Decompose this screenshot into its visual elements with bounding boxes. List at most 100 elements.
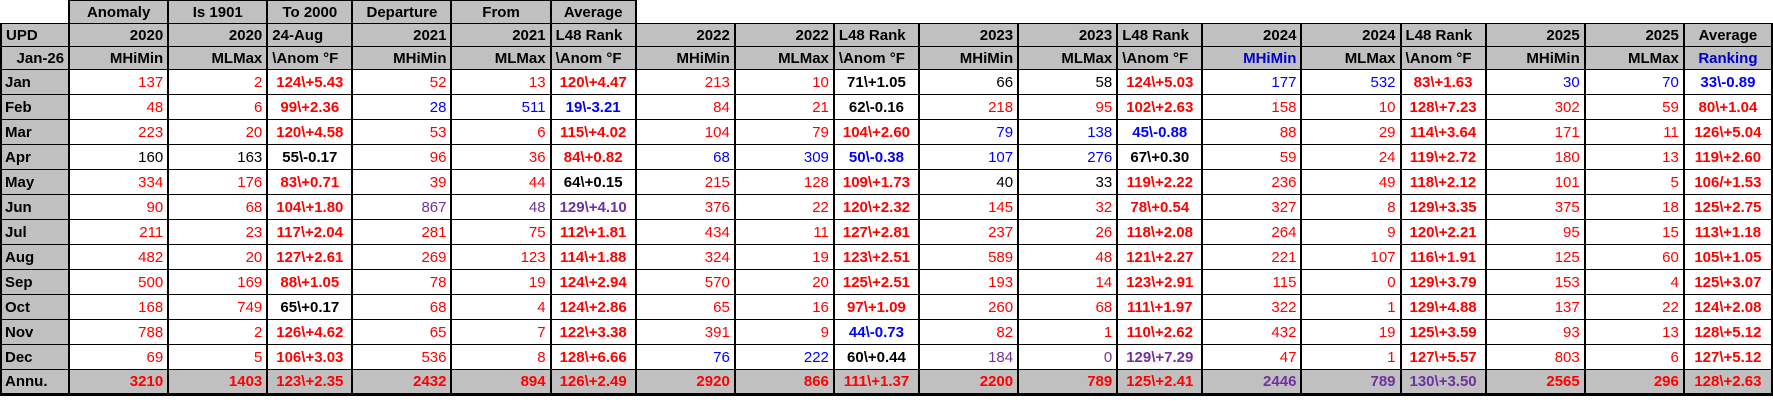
value-cell[interactable]: 19 <box>733 244 835 270</box>
year-header-cell[interactable]: 2025 <box>1484 23 1586 47</box>
year-header-cell[interactable]: 2021 <box>450 23 552 47</box>
value-cell[interactable]: 70 <box>1583 69 1685 95</box>
value-cell[interactable]: 264 <box>1201 219 1303 245</box>
value-cell[interactable]: 789 <box>1017 369 1119 396</box>
value-cell[interactable]: 65 <box>634 294 736 320</box>
rank-cell[interactable]: 129\+3.79 <box>1399 269 1487 295</box>
row-label[interactable]: May <box>0 169 71 195</box>
value-cell[interactable]: 60 <box>1583 244 1685 270</box>
row-label[interactable]: Annu. <box>0 369 71 396</box>
value-cell[interactable]: 176 <box>167 169 269 195</box>
value-cell[interactable]: 184 <box>917 344 1020 370</box>
year-header-cell[interactable]: 2020 <box>167 23 269 47</box>
value-cell[interactable]: 137 <box>1484 294 1586 320</box>
value-cell[interactable]: 296 <box>1583 369 1685 396</box>
value-cell[interactable]: 19 <box>450 269 552 295</box>
rank-cell[interactable]: 83\+0.71 <box>266 169 354 195</box>
value-cell[interactable]: 104 <box>634 119 736 145</box>
value-cell[interactable]: 2565 <box>1484 369 1586 396</box>
value-cell[interactable]: 2920 <box>634 369 736 396</box>
value-cell[interactable]: 223 <box>68 119 170 145</box>
value-cell[interactable]: 0 <box>1017 344 1119 370</box>
value-cell[interactable]: 22 <box>1583 294 1685 320</box>
rank-cell[interactable]: 129\+3.35 <box>1399 194 1487 220</box>
value-cell[interactable]: 269 <box>351 244 453 270</box>
value-cell[interactable]: 260 <box>917 294 1020 320</box>
rank-cell[interactable]: 122\+3.38 <box>549 319 637 345</box>
rank-cell[interactable]: 78\+0.54 <box>1116 194 1204 220</box>
rank-cell[interactable]: 55\-0.17 <box>266 144 354 170</box>
rank-cell[interactable]: 118\+2.08 <box>1116 219 1204 245</box>
value-cell[interactable]: 163 <box>167 144 269 170</box>
value-cell[interactable]: 749 <box>167 294 269 320</box>
value-cell[interactable]: 2 <box>167 319 269 345</box>
value-cell[interactable]: 93 <box>1484 319 1586 345</box>
year-header-cell[interactable]: 2020 <box>68 23 170 47</box>
value-cell[interactable]: 236 <box>1201 169 1303 195</box>
value-cell[interactable]: 20 <box>733 269 835 295</box>
rank-cell[interactable]: 60\+0.44 <box>832 344 921 370</box>
value-cell[interactable]: 180 <box>1484 144 1586 170</box>
value-cell[interactable]: 9 <box>1300 219 1402 245</box>
value-cell[interactable]: 375 <box>1484 194 1586 220</box>
rank-cell[interactable]: 120\+4.58 <box>266 119 354 145</box>
value-cell[interactable]: 2446 <box>1201 369 1303 396</box>
value-cell[interactable]: 6 <box>167 94 269 120</box>
rank-cell[interactable]: 116\+1.91 <box>1399 244 1487 270</box>
rank-cell[interactable]: 126\+5.04 <box>1682 119 1773 145</box>
year-header-cell[interactable]: L48 Rank <box>549 23 637 47</box>
rank-cell[interactable]: 123\+2.91 <box>1116 269 1204 295</box>
rank-cell[interactable]: 115\+4.02 <box>549 119 637 145</box>
value-cell[interactable]: 95 <box>1484 219 1586 245</box>
value-cell[interactable]: 107 <box>1300 244 1402 270</box>
value-cell[interactable]: 10 <box>1300 94 1402 120</box>
rank-cell[interactable]: 125\+3.59 <box>1399 319 1487 345</box>
value-cell[interactable]: 867 <box>351 194 453 220</box>
value-cell[interactable]: 168 <box>68 294 170 320</box>
rank-cell[interactable]: 129\+7.29 <box>1116 344 1204 370</box>
value-cell[interactable]: 47 <box>1201 344 1303 370</box>
measure-header-cell[interactable]: MHiMin <box>634 46 736 70</box>
rank-cell[interactable]: 19\-3.21 <box>549 94 637 120</box>
row-label[interactable]: Nov <box>0 319 71 345</box>
value-cell[interactable]: 211 <box>68 219 170 245</box>
value-cell[interactable]: 434 <box>634 219 736 245</box>
year-header-cell[interactable]: 2023 <box>1017 23 1119 47</box>
value-cell[interactable]: 59 <box>1583 94 1685 120</box>
value-cell[interactable]: 68 <box>351 294 453 320</box>
value-cell[interactable]: 24 <box>1300 144 1402 170</box>
year-header-cell[interactable]: L48 Rank <box>1116 23 1204 47</box>
value-cell[interactable]: 18 <box>1583 194 1685 220</box>
rank-cell[interactable]: 117\+2.04 <box>266 219 354 245</box>
value-cell[interactable]: 866 <box>733 369 835 396</box>
value-cell[interactable]: 11 <box>733 219 835 245</box>
measure-header-cell[interactable]: MHiMin <box>1201 46 1303 70</box>
rank-cell[interactable]: 130\+3.50 <box>1399 369 1487 396</box>
row-label[interactable]: Aug <box>0 244 71 270</box>
measure-header-cell[interactable]: \Anom °F <box>1399 46 1487 70</box>
value-cell[interactable]: 788 <box>68 319 170 345</box>
rank-cell[interactable]: 84\+0.82 <box>549 144 637 170</box>
value-cell[interactable]: 322 <box>1201 294 1303 320</box>
rank-cell[interactable]: 104\+1.80 <box>266 194 354 220</box>
value-cell[interactable]: 4 <box>1583 269 1685 295</box>
rank-cell[interactable]: 129\+4.10 <box>549 194 637 220</box>
value-cell[interactable]: 39 <box>351 169 453 195</box>
value-cell[interactable]: 65 <box>351 319 453 345</box>
value-cell[interactable]: 324 <box>634 244 736 270</box>
value-cell[interactable]: 48 <box>450 194 552 220</box>
upd-cell[interactable]: UPD <box>0 23 71 47</box>
value-cell[interactable]: 276 <box>1017 144 1119 170</box>
rank-cell[interactable]: 127\+5.12 <box>1682 344 1773 370</box>
rank-cell[interactable]: 83\+1.63 <box>1399 69 1487 95</box>
rank-cell[interactable]: 119\+2.22 <box>1116 169 1204 195</box>
rank-cell[interactable]: 99\+2.36 <box>266 94 354 120</box>
value-cell[interactable]: 221 <box>1201 244 1303 270</box>
value-cell[interactable]: 309 <box>733 144 835 170</box>
value-cell[interactable]: 33 <box>1017 169 1119 195</box>
rank-cell[interactable]: 125\+2.75 <box>1682 194 1773 220</box>
rank-cell[interactable]: 124\+5.43 <box>266 69 354 95</box>
rank-cell[interactable]: 124\+2.86 <box>549 294 637 320</box>
value-cell[interactable]: 13 <box>1583 319 1685 345</box>
year-header-cell[interactable]: 2022 <box>733 23 835 47</box>
